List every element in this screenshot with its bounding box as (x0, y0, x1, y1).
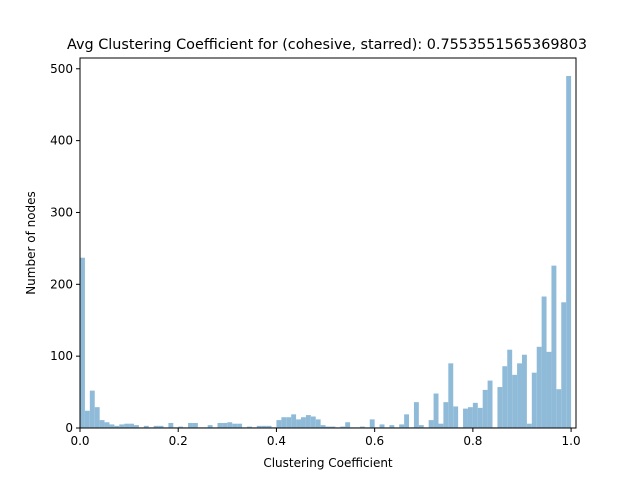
histogram-bar (551, 265, 557, 428)
histogram-bar (345, 422, 351, 428)
histogram-bar (369, 419, 375, 428)
histogram-bar (389, 425, 395, 428)
histogram-bar (129, 423, 135, 428)
x-axis-ticks: 0.0 0.2 0.4 0.6 0.8 1.0 (70, 428, 581, 448)
histogram-bar (80, 257, 85, 428)
histogram-bar (232, 423, 238, 428)
histogram-bar (404, 414, 410, 428)
histogram-bar (207, 425, 213, 428)
histogram-bar (94, 407, 100, 428)
histogram-bar (453, 406, 459, 428)
histogram-bar (546, 351, 552, 428)
histogram-bar (526, 423, 532, 428)
histogram-bar (359, 426, 365, 428)
histogram-bar (261, 425, 267, 428)
histogram-bar (158, 425, 164, 428)
y-tick-label: 100 (50, 349, 73, 363)
histogram-bar (512, 374, 518, 428)
y-axis-ticks: 0 100 200 300 400 500 (50, 62, 80, 435)
bars-group (80, 75, 572, 428)
histogram-bar (502, 366, 508, 428)
histogram-bar (472, 402, 478, 428)
x-tick-label: 0.0 (70, 434, 89, 448)
histogram-bar (305, 415, 311, 428)
histogram-bar (222, 422, 228, 428)
histogram-bar (433, 393, 439, 428)
histogram-bar (487, 380, 493, 428)
histogram-bar (291, 414, 297, 428)
histogram-bar (379, 424, 385, 428)
histogram-bar (256, 425, 262, 428)
x-tick-label: 0.2 (169, 434, 188, 448)
histogram-bar (114, 425, 120, 428)
x-tick-label: 0.6 (365, 434, 384, 448)
y-tick-label: 200 (50, 277, 73, 291)
x-tick-label: 1.0 (562, 434, 581, 448)
histogram-bar (463, 408, 468, 428)
histogram-bar (119, 424, 125, 428)
histogram-bar (99, 420, 105, 428)
chart-title: Avg Clustering Coefficient for (cohesive… (67, 37, 587, 53)
histogram-bar (286, 417, 292, 428)
histogram-bar (497, 387, 503, 428)
histogram-bar (89, 390, 95, 428)
histogram-bar (418, 425, 424, 428)
y-axis-label: Number of nodes (24, 191, 38, 295)
histogram-bar (399, 424, 405, 428)
histogram-bar (227, 422, 233, 428)
histogram-bar (310, 416, 316, 428)
histogram-bar (438, 423, 444, 428)
plot-frame (79, 57, 577, 429)
histogram-bar (340, 426, 346, 428)
histogram-bar (448, 363, 454, 428)
histogram-bar (477, 407, 483, 428)
histogram-bar (428, 420, 434, 428)
y-tick-label: 400 (50, 134, 73, 148)
histogram-bar (104, 422, 110, 428)
histogram-bar (531, 372, 537, 428)
histogram-bar (443, 402, 449, 428)
histogram-bar (109, 424, 115, 428)
x-tick-label: 0.8 (463, 434, 482, 448)
histogram-bar (153, 425, 159, 428)
histogram-bar (84, 410, 90, 428)
histogram-bar (281, 417, 287, 428)
histogram-bar (246, 426, 252, 428)
histogram-bar (566, 75, 572, 428)
histogram-bar (300, 417, 306, 428)
x-tick-label: 0.4 (267, 434, 286, 448)
histogram-bar (330, 426, 336, 428)
histogram-bar (296, 419, 301, 428)
histogram-bar (517, 363, 522, 428)
histogram-bar (192, 422, 198, 428)
histogram-bar (276, 420, 282, 428)
histogram-bar (536, 346, 542, 428)
histogram-bar (467, 407, 473, 428)
histogram-bar (413, 402, 419, 428)
y-tick-label: 0 (65, 421, 73, 435)
histogram-bar (168, 422, 174, 428)
histogram-bar (320, 425, 326, 428)
histogram-bar (541, 296, 547, 428)
histogram-bar (266, 425, 272, 428)
histogram-bar (482, 389, 488, 428)
histogram-bar (217, 422, 223, 428)
histogram-bar (561, 302, 567, 428)
y-tick-label: 500 (50, 62, 73, 76)
x-axis-label: Clustering Coefficient (263, 456, 393, 470)
histogram-bar (237, 423, 243, 428)
histogram-bar (178, 426, 184, 428)
histogram-bar (325, 426, 331, 428)
histogram-bar (134, 425, 139, 428)
histogram-bar (188, 422, 193, 428)
histogram-bar (124, 423, 130, 428)
histogram-bar (315, 419, 321, 428)
histogram-bar (143, 425, 149, 428)
histogram-bar (507, 349, 513, 428)
histogram-bar (556, 389, 562, 428)
histogram-bar (521, 354, 527, 428)
y-tick-label: 300 (50, 205, 73, 219)
